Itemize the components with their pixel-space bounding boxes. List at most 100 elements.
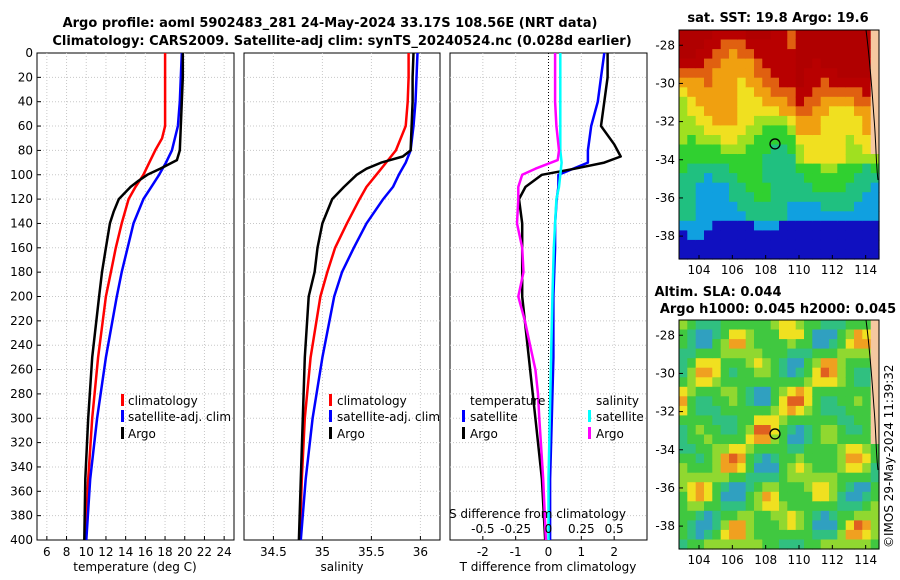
map-cell (712, 220, 722, 231)
map-cell (762, 529, 772, 540)
map-cell (820, 358, 830, 369)
map-cell (679, 405, 688, 416)
map-cell (712, 192, 722, 203)
map-cell (695, 249, 705, 260)
map-cell (795, 182, 805, 193)
map-cell (829, 106, 838, 117)
map-cell (679, 192, 688, 203)
map-cell (779, 125, 788, 136)
sst-map-frame (678, 29, 880, 260)
map-cell (704, 491, 713, 502)
legend-s-argo-label: Argo (596, 427, 624, 441)
map-cell (837, 49, 847, 60)
map-cell (762, 348, 772, 359)
map-cell (720, 77, 730, 88)
map-cell (862, 106, 872, 117)
map-cell (720, 415, 730, 426)
map-cell (862, 163, 872, 174)
map-cell (770, 68, 780, 79)
map-cell (837, 163, 847, 174)
sst-coastline (865, 29, 879, 181)
map-cell (854, 453, 863, 464)
map-cell (679, 453, 688, 464)
map-cell (854, 358, 863, 369)
map-cell (737, 482, 747, 493)
map-cell (754, 358, 763, 369)
map-cell (779, 453, 788, 464)
map-cell (679, 154, 688, 165)
map-cell (745, 463, 755, 474)
map-cell (770, 377, 780, 388)
map-cell (737, 377, 747, 388)
map-cell (687, 144, 697, 155)
map-cell (770, 320, 780, 331)
map-cell (770, 239, 780, 250)
depth-tick-label: 240 (10, 338, 33, 352)
map-cell (787, 96, 797, 107)
map-cell (754, 425, 763, 436)
map-cell (829, 396, 838, 407)
map-cell (820, 211, 830, 222)
map-cell (870, 453, 880, 464)
map-cell (870, 154, 880, 165)
map-cell (770, 30, 780, 41)
map-cell (854, 396, 863, 407)
lon-tick-label: 112 (821, 263, 844, 277)
map-cell (745, 154, 755, 165)
map-cell (679, 386, 688, 397)
map-cell (762, 182, 772, 193)
map-cell (820, 58, 830, 69)
map-cell (820, 539, 830, 550)
map-cell (804, 377, 813, 388)
map-cell (795, 30, 805, 41)
map-cell (712, 249, 722, 260)
map-cell (779, 434, 788, 445)
map-cell (795, 396, 805, 407)
map-cell (770, 348, 780, 359)
map-cell (845, 135, 855, 146)
map-cell (779, 144, 788, 155)
map-cell (829, 249, 838, 260)
map-cell (704, 472, 713, 483)
map-cell (837, 405, 847, 416)
map-cell (812, 125, 822, 136)
map-cell (770, 425, 780, 436)
map-cell (695, 68, 705, 79)
map-cell (837, 339, 847, 350)
map-cell (862, 463, 872, 474)
map-cell (704, 30, 713, 41)
map-cell (779, 405, 788, 416)
map-cell (729, 529, 738, 540)
map-cell (704, 77, 713, 88)
map-cell (845, 396, 855, 407)
map-cell (812, 425, 822, 436)
map-cell (770, 211, 780, 222)
map-cell (845, 230, 855, 241)
map-cell (845, 358, 855, 369)
map-cell (695, 529, 705, 540)
map-cell (795, 230, 805, 241)
map-cell (704, 201, 713, 212)
map-cell (762, 201, 772, 212)
map-cell (795, 239, 805, 250)
map-cell (804, 201, 813, 212)
map-cell (820, 348, 830, 359)
map-cell (779, 192, 788, 203)
map-cell (687, 125, 697, 136)
map-cell (804, 348, 813, 359)
map-cell (770, 472, 780, 483)
map-cell (687, 77, 697, 88)
map-cell (754, 182, 763, 193)
map-cell (804, 539, 813, 550)
s-diff-tick-label: -0.5 (471, 522, 494, 536)
map-cell (679, 444, 688, 455)
x-tick-label: -2 (477, 545, 489, 559)
map-cell (754, 367, 763, 378)
map-cell (837, 463, 847, 474)
map-cell (695, 463, 705, 474)
t-difference-x-label: T difference from climatology (459, 560, 637, 574)
map-cell (762, 472, 772, 483)
imos-credit: ©IMOS 29-May-2024 11:39:32 (882, 364, 896, 548)
map-cell (754, 30, 763, 41)
map-cell (762, 482, 772, 493)
